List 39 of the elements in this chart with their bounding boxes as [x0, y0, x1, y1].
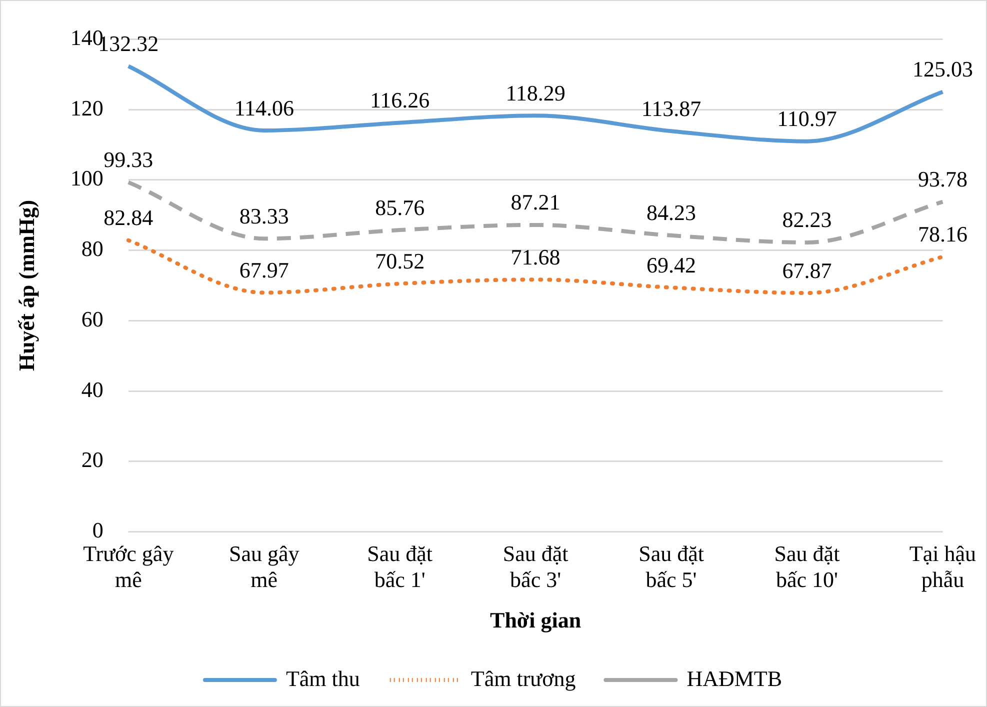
data-label: 70.52 — [375, 248, 425, 274]
data-label: 87.21 — [510, 190, 560, 215]
data-label: 93.78 — [918, 166, 968, 192]
x-tick-label: Tại hậu phẫu — [909, 540, 976, 592]
x-tick-label: Sau đặt bấc 5' — [638, 540, 704, 592]
y-tick-label: 120 — [70, 95, 104, 120]
y-tick-label: 40 — [81, 376, 104, 402]
data-label: 83.33 — [239, 203, 289, 228]
x-tick-label: Sau đặt bấc 3' — [502, 540, 568, 592]
data-label: 116.26 — [370, 88, 430, 113]
data-label: 71.68 — [510, 244, 560, 270]
data-label: 125.03 — [912, 56, 973, 82]
data-label: 85.76 — [375, 194, 425, 220]
data-label: 82.23 — [782, 207, 832, 232]
x-tick-label: Sau đặt bấc 10' — [774, 540, 840, 592]
y-tick-label: 20 — [81, 447, 104, 472]
data-label: 114.06 — [234, 95, 294, 120]
data-label: 118.29 — [506, 80, 566, 106]
data-label: 113.87 — [641, 96, 702, 121]
data-label: 69.42 — [646, 252, 696, 278]
y-tick-label: 80 — [81, 236, 104, 262]
data-label: 99.33 — [104, 147, 154, 172]
y-tick-label: 0 — [92, 518, 104, 543]
legend-label: HAĐMTB — [686, 666, 782, 691]
x-tick-label: Trước gây mê — [83, 540, 174, 592]
data-label: 84.23 — [646, 200, 696, 226]
x-tick-label: Sau đặt bấc 1' — [367, 540, 433, 592]
data-label: 67.97 — [239, 257, 289, 282]
y-axis-title: Huyết áp (mmHg) — [14, 200, 39, 372]
legend-label: Tâm thu — [286, 666, 360, 691]
y-tick-label: 60 — [81, 306, 104, 332]
y-tick-label: 100 — [70, 166, 104, 191]
data-label: 110.97 — [777, 106, 837, 132]
data-label: 78.16 — [918, 222, 968, 247]
x-tick-label: Sau gây mê — [228, 540, 300, 592]
x-axis-title: Thời gian — [490, 607, 582, 632]
legend-label: Tâm trương — [470, 666, 576, 691]
data-label: 82.84 — [104, 205, 154, 230]
data-label: 67.87 — [782, 258, 832, 283]
